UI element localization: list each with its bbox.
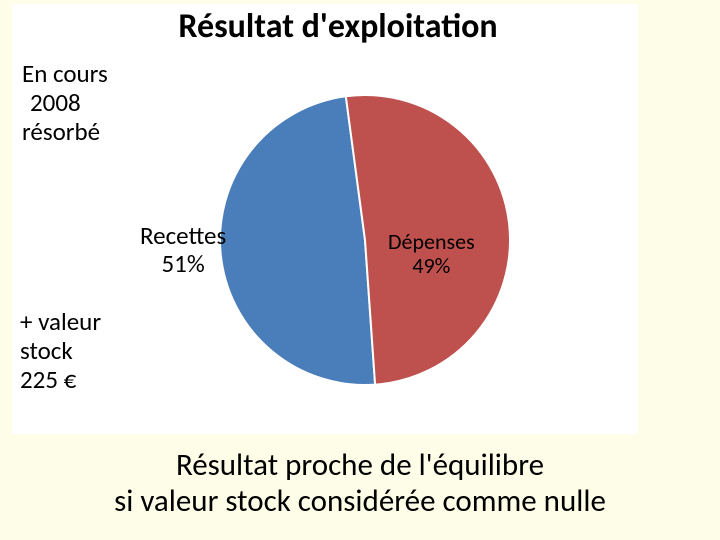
note-top-line2: 2008 <box>22 89 108 118</box>
pie-label-depenses-name: Dépenses <box>388 230 475 254</box>
note-top-line1: En cours <box>22 60 108 89</box>
slide: Résultat d'exploitation En cours 2008 ré… <box>0 0 720 540</box>
chart-title: Résultat d'exploitation <box>98 6 578 47</box>
note-bottom-line1: + valeur <box>20 308 101 337</box>
footer-line2: si valeur stock considérée comme nulle <box>0 484 720 520</box>
note-top-line3: résorbé <box>22 118 108 147</box>
pie-label-depenses: Dépenses 49% <box>388 230 475 278</box>
pie-label-depenses-pct: 49% <box>388 254 475 278</box>
footer-line1: Résultat proche de l'équilibre <box>0 448 720 484</box>
pie-label-recettes-pct: 51% <box>140 250 226 278</box>
note-bottom-line2: stock <box>20 337 101 366</box>
note-top: En cours 2008 résorbé <box>22 60 108 146</box>
note-bottom-line3: 225 € <box>20 366 101 395</box>
pie-label-recettes: Recettes 51% <box>140 222 226 277</box>
pie-label-recettes-name: Recettes <box>140 222 226 250</box>
note-bottom: + valeur stock 225 € <box>20 308 101 394</box>
footer-text: Résultat proche de l'équilibre si valeur… <box>0 448 720 519</box>
